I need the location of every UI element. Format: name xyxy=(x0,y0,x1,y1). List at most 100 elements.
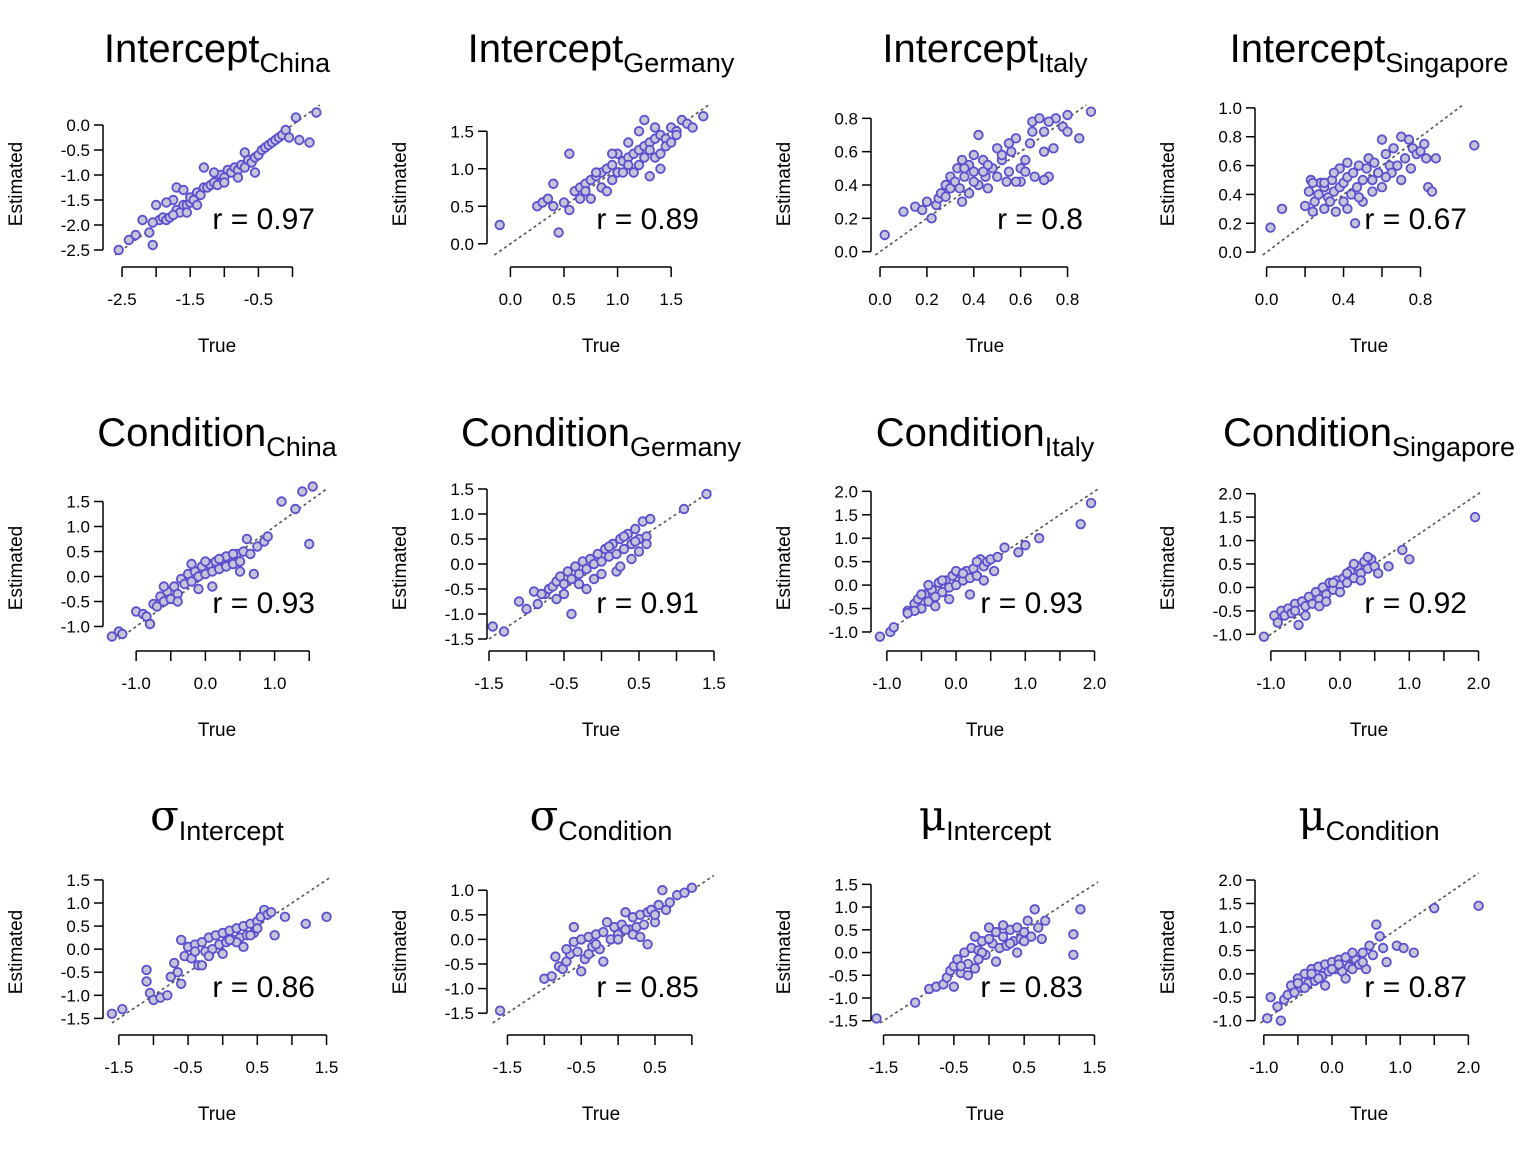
panel-title: μIntercept xyxy=(919,791,1052,846)
data-point xyxy=(1364,940,1375,951)
data-point xyxy=(1020,154,1031,166)
y-tick-label: 0.0 xyxy=(1218,578,1242,597)
data-point xyxy=(175,934,187,946)
data-point xyxy=(294,134,305,146)
data-point xyxy=(959,171,970,182)
identity-line xyxy=(874,104,1087,256)
data-point xyxy=(1306,968,1317,979)
x-tick-label: 0.8 xyxy=(1056,290,1080,309)
data-point xyxy=(175,978,187,989)
data-point xyxy=(1013,547,1024,558)
y-tick-label: -0.5 xyxy=(61,963,90,982)
data-point xyxy=(1341,568,1353,579)
data-point xyxy=(573,568,585,580)
panel-title: μCondition xyxy=(1298,791,1439,846)
scatter-plot-svg: σCondition -1.5 -0.5 0.5 -1.5 -1.0 -0.5 0.0 0.5 1… xyxy=(390,791,715,1125)
data-point xyxy=(630,523,641,535)
data-point xyxy=(1038,174,1050,186)
data-point xyxy=(290,112,302,123)
data-point xyxy=(1340,952,1351,963)
data-point xyxy=(276,496,287,507)
data-point xyxy=(948,981,960,992)
y-tick-label: 1.0 xyxy=(450,160,474,179)
panel-title: InterceptGermany xyxy=(468,27,735,78)
data-point xyxy=(241,533,253,545)
x-tick-label: -0.5 xyxy=(549,674,578,693)
data-point xyxy=(1347,963,1358,975)
data-point xyxy=(169,957,180,969)
data-point xyxy=(117,1003,128,1015)
panel-title: InterceptItaly xyxy=(882,27,1088,78)
data-point xyxy=(252,541,263,552)
data-point xyxy=(1292,977,1304,989)
data-point xyxy=(1020,540,1031,551)
data-point xyxy=(1392,160,1403,171)
data-point xyxy=(1265,992,1276,1003)
data-point xyxy=(926,213,937,224)
correlation-label: r = 0.89 xyxy=(596,203,699,236)
data-point xyxy=(1272,1001,1283,1012)
panel-title: ConditionChina xyxy=(97,411,338,462)
data-point xyxy=(1340,973,1351,984)
data-point xyxy=(1351,182,1363,193)
scatter-panel: ConditionGermany -1.5 -0.5 0.5 1.5 -1.5 -1.0 -0… xyxy=(384,384,768,768)
x-tick-label: 1.0 xyxy=(263,674,287,693)
data-point xyxy=(888,622,899,633)
y-tick-label: 0.0 xyxy=(450,930,474,949)
y-tick-label: -1.0 xyxy=(61,986,90,1005)
data-point xyxy=(590,939,602,950)
data-point xyxy=(1357,956,1368,968)
x-axis-title: True xyxy=(1350,1104,1388,1125)
data-point xyxy=(165,971,176,983)
data-point xyxy=(687,122,698,133)
y-tick-label: 0.4 xyxy=(834,176,858,195)
data-point xyxy=(1319,177,1330,189)
data-point xyxy=(1276,203,1288,215)
y-tick-label: 0.0 xyxy=(1218,965,1242,984)
data-point xyxy=(607,159,618,171)
data-point xyxy=(1367,949,1379,961)
scatter-panel: ConditionSingapore -1.0 0.0 1.0 2.0 -1.0 -0.5 0… xyxy=(1152,384,1536,768)
data-point xyxy=(1029,171,1040,182)
y-axis-title: Estimated xyxy=(390,910,411,994)
x-tick-label: -1.5 xyxy=(474,674,503,693)
data-point xyxy=(1371,919,1382,930)
data-point xyxy=(262,531,273,542)
data-point xyxy=(930,600,941,612)
data-point xyxy=(633,126,645,137)
data-point xyxy=(193,583,204,595)
data-point xyxy=(962,970,974,981)
x-tick-label: 0.4 xyxy=(1332,290,1356,309)
y-tick-label: 2.0 xyxy=(1218,871,1242,890)
data-point xyxy=(219,177,230,188)
y-tick-label: -1.5 xyxy=(445,1004,474,1023)
data-point xyxy=(937,586,948,598)
data-point xyxy=(558,588,570,600)
data-point xyxy=(580,186,591,197)
data-point xyxy=(1313,189,1324,200)
data-point xyxy=(203,950,215,962)
x-tick-label: 0.0 xyxy=(194,674,218,693)
data-point xyxy=(147,217,158,228)
x-tick-label: -0.5 xyxy=(173,1058,202,1077)
data-point xyxy=(521,603,532,615)
x-tick-label: -1.5 xyxy=(869,1058,898,1077)
y-tick-label: 1.5 xyxy=(1218,894,1242,913)
data-point xyxy=(227,548,239,560)
data-point xyxy=(615,561,626,572)
data-point xyxy=(1372,167,1384,178)
data-point xyxy=(321,911,332,923)
y-tick-label: 1.0 xyxy=(66,894,90,913)
data-point xyxy=(181,207,193,218)
data-point xyxy=(968,166,979,177)
x-tick-label: 1.5 xyxy=(659,290,683,309)
data-point xyxy=(1314,600,1325,612)
scatter-panel: InterceptItaly 0.0 0.2 0.4 0.6 0.8 0.0 0.2 0.4 0.… xyxy=(768,0,1152,384)
data-point xyxy=(1334,586,1346,598)
data-point xyxy=(630,536,641,547)
data-point xyxy=(239,147,250,158)
panel-title: σIntercept xyxy=(150,791,284,846)
data-point xyxy=(1038,146,1050,157)
data-point xyxy=(551,593,562,605)
